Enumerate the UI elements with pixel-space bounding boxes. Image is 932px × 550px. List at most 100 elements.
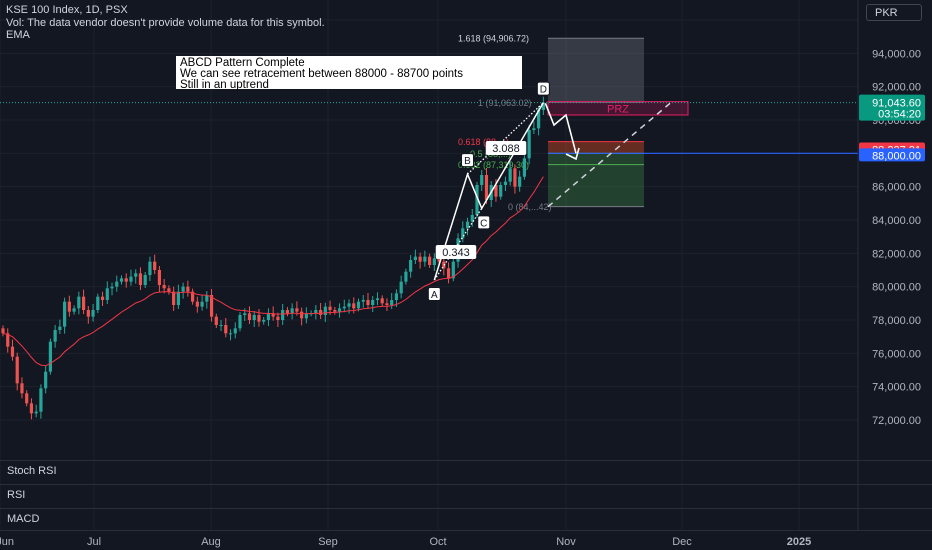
candle-body — [100, 296, 105, 300]
pattern-point-box — [536, 81, 550, 96]
volume-notice: Vol: The data vendor doesn't provide vol… — [6, 17, 325, 29]
candle-body — [96, 296, 100, 310]
candle-body — [157, 270, 162, 285]
candle-body — [432, 258, 436, 265]
candle-body — [527, 130, 531, 159]
time-tick-label: Sep — [318, 536, 338, 548]
candle-body — [191, 291, 195, 302]
annotation-line-2: We can see retracement between 88000 - 8… — [180, 68, 463, 80]
candle-body — [67, 301, 71, 312]
price-tick-label: 72,000.00 — [872, 415, 921, 427]
pattern-point-label: B — [464, 156, 471, 167]
pattern-point-label: C — [480, 218, 487, 229]
candle-body — [214, 316, 218, 325]
candle-body — [295, 308, 299, 312]
candle-body — [503, 181, 508, 185]
candle-body — [465, 221, 470, 229]
level-b-badge — [859, 148, 925, 162]
candle-body — [34, 411, 38, 414]
pane-separator[interactable] — [0, 460, 932, 461]
candle-body — [129, 276, 133, 282]
price-tick-label: 84,000.00 — [872, 215, 921, 227]
price-tick-label: 76,000.00 — [872, 348, 921, 360]
candle-body — [404, 271, 408, 282]
candle-body — [29, 403, 34, 414]
price-axis-background — [858, 0, 932, 530]
candle-body — [238, 315, 242, 329]
price-tick-label: 74,000.00 — [872, 382, 921, 394]
fib-level-label: 0.382 (87,319.30) — [458, 160, 529, 170]
candle-body — [428, 256, 432, 265]
annotation-line-1: ABCD Pattern Complete — [180, 57, 305, 69]
candle-body — [494, 185, 498, 197]
fib-level-label: 1.618 (94,906.72) — [458, 34, 529, 44]
candle-body — [77, 296, 81, 309]
candle-body — [390, 300, 394, 305]
target-zone — [548, 38, 644, 103]
candle-body — [328, 306, 332, 310]
candle-body — [138, 273, 143, 285]
candle-body — [451, 261, 455, 279]
candle-body — [148, 261, 152, 275]
candle-body — [304, 313, 308, 319]
candle-body — [375, 298, 380, 300]
prz-label: PRZ — [607, 103, 629, 115]
candle-body — [484, 175, 489, 200]
candle-body — [167, 288, 171, 292]
candle-body — [219, 325, 223, 326]
pane-separator[interactable] — [0, 484, 932, 485]
annotation-line-3: Still in an uptrend — [180, 79, 269, 91]
pattern-point-box — [427, 287, 441, 301]
candle-body — [423, 256, 427, 262]
candle-body — [333, 310, 337, 312]
candle-body — [205, 295, 209, 302]
candle-body — [110, 286, 114, 289]
candle-body — [323, 306, 327, 315]
candle-body — [186, 286, 190, 292]
candle-body — [228, 333, 233, 335]
candle-body — [385, 303, 389, 305]
projection-arrow — [544, 103, 577, 154]
candle-body — [300, 311, 304, 319]
candle-body — [532, 128, 536, 130]
candle-body — [15, 356, 19, 384]
candle-body — [394, 293, 399, 300]
price-tick-label: 92,000.00 — [872, 82, 921, 94]
candle-body — [6, 333, 10, 347]
ratio-label: 0.343 — [442, 247, 470, 259]
candle-body — [522, 158, 526, 177]
currency-selector[interactable]: PKR — [866, 4, 922, 21]
candle-body — [480, 175, 484, 185]
candle-body — [39, 388, 43, 412]
candle-body — [257, 315, 261, 322]
ratio-label: 3.088 — [492, 143, 520, 155]
annotation-note[interactable]: ABCD Pattern Complete We can see retrace… — [176, 56, 522, 91]
macd-pane-label[interactable]: MACD — [7, 513, 40, 525]
candle-body — [446, 268, 451, 279]
candle-body — [318, 310, 323, 315]
price-tick-label: 78,000.00 — [872, 315, 921, 327]
pane-separator[interactable] — [0, 508, 932, 509]
candle-body — [209, 295, 214, 317]
support-zone — [548, 153, 644, 207]
candle-body — [20, 383, 24, 394]
price-tick-label: 80,000.00 — [872, 282, 921, 294]
rsi-pane-label[interactable]: RSI — [7, 489, 26, 501]
time-axis-background — [0, 530, 932, 550]
candle-body — [337, 308, 342, 312]
candle-body — [81, 296, 86, 310]
candle-body — [409, 260, 413, 272]
trend-projection-line — [547, 102, 671, 208]
candle-body — [58, 326, 62, 330]
candle-body — [541, 102, 545, 110]
candle-body — [243, 313, 247, 315]
pattern-point-label: D — [540, 85, 547, 96]
candle-body — [314, 310, 318, 314]
candle-body — [1, 328, 5, 334]
candle-body — [86, 310, 90, 317]
ema-indicator-label[interactable]: EMA — [6, 29, 30, 41]
candle-body — [537, 110, 541, 129]
stoch-rsi-pane-label[interactable]: Stoch RSI — [7, 465, 57, 477]
candle-body — [413, 256, 417, 260]
